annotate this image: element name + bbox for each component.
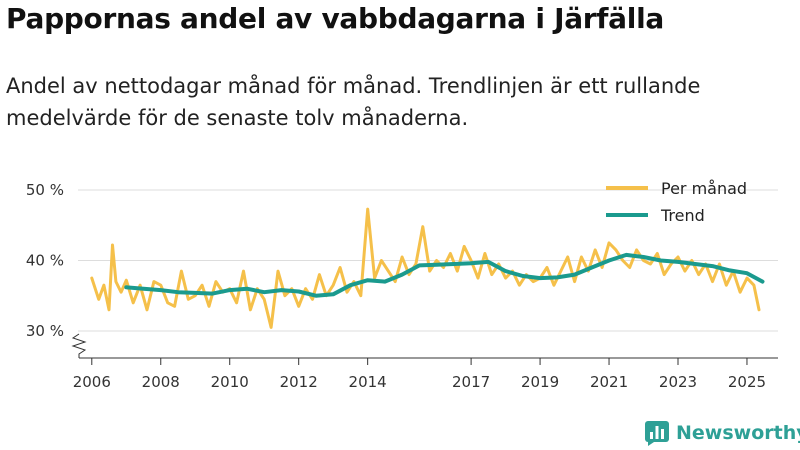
chart-title: Pappornas andel av vabbdagarna i Järfäll… [6,2,664,35]
x-tick-label: 2019 [521,373,559,391]
axis-break-icon [71,333,87,358]
series-line-trend [124,252,765,298]
x-tick-label: 2012 [280,373,318,391]
newsworthy-logo-text: Newsworthy [676,422,800,444]
legend-label: Per månad [661,179,747,198]
newsworthy-logo: Newsworthy [644,420,800,446]
x-tick-label: 2008 [142,373,180,391]
x-tick-label: 2017 [452,373,490,391]
legend-label: Trend [660,206,705,225]
y-tick-label: 30 % [26,322,64,340]
x-tick-label: 2023 [659,373,697,391]
y-tick-label: 50 % [26,181,64,199]
x-tick-label: 2021 [590,373,628,391]
x-tick-label: 2010 [211,373,249,391]
x-tick-label: 2025 [728,373,766,391]
newsworthy-logo-icon [645,421,669,446]
chart-subtitle: Andel av nettodagar månad för månad. Tre… [6,74,701,130]
x-tick-label: 2014 [349,373,387,391]
series-line-per-manad [90,207,761,329]
y-tick-label: 40 % [26,252,64,270]
x-tick-label: 2006 [73,373,111,391]
